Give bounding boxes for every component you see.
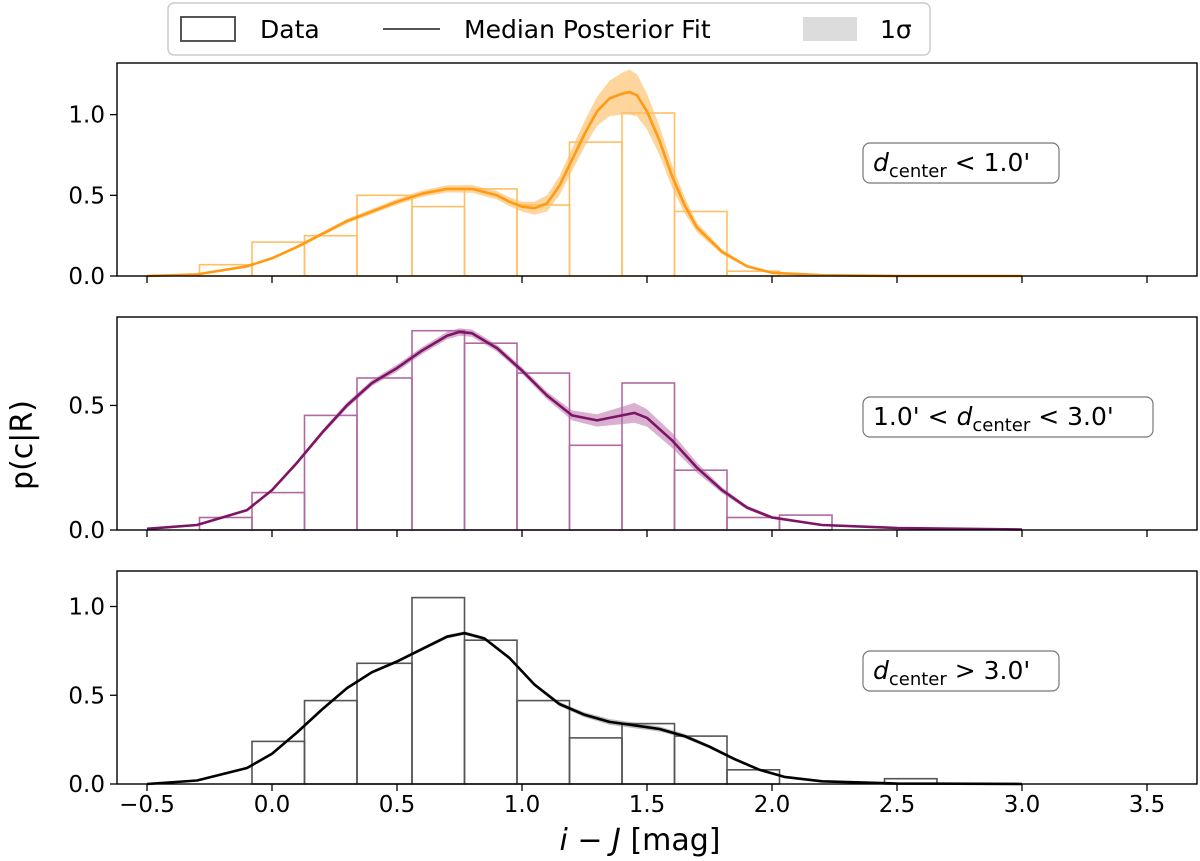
annot-rel: < 3.0' bbox=[1030, 402, 1113, 431]
annotation-text-inner: dcenter < 1.0' bbox=[873, 148, 1030, 182]
histogram-bin bbox=[463, 639, 518, 785]
x-title-i: i bbox=[559, 823, 568, 858]
legend-frame bbox=[167, 2, 931, 56]
annotation-box bbox=[862, 650, 1060, 692]
histogram-bin bbox=[673, 210, 728, 277]
legend-label-sigma: 1σ bbox=[880, 15, 912, 44]
legend-label-fit: Median Posterior Fit bbox=[464, 15, 711, 44]
annotation-box bbox=[862, 142, 1060, 184]
annotation-text-outer: dcenter > 3.0' bbox=[873, 656, 1030, 690]
x-tick-label: 3.5 bbox=[1129, 792, 1166, 818]
histogram-bin bbox=[516, 372, 571, 531]
annotation-middle: 1.0' < dcenter < 3.0' bbox=[862, 396, 1154, 438]
histogram-bin bbox=[411, 205, 466, 277]
annot-d: d bbox=[956, 402, 972, 431]
x-tick-label: 0.0 bbox=[254, 792, 291, 818]
y-tick-label: 0.0 bbox=[68, 772, 105, 798]
annotation-inner: dcenter < 1.0' bbox=[862, 142, 1060, 184]
y-axis-title: p(c|R) bbox=[5, 400, 40, 490]
histogram-bin bbox=[356, 662, 413, 785]
y-tick-label: 0.5 bbox=[68, 183, 105, 209]
panel-middle: 0.0 0.5 bbox=[68, 316, 1198, 544]
histogram-bin bbox=[198, 516, 253, 531]
panel-inner: 0.0 0.5 1.0 bbox=[68, 62, 1198, 290]
x-tick-label: −0.5 bbox=[119, 792, 175, 818]
legend-label-data: Data bbox=[260, 15, 320, 44]
annot-sub: center bbox=[889, 669, 948, 690]
axes-frame bbox=[116, 316, 1198, 531]
histogram-bin bbox=[673, 469, 728, 531]
histogram-bin bbox=[303, 699, 358, 785]
histogram-bin bbox=[568, 444, 623, 531]
y-tick-label: 0.0 bbox=[68, 518, 105, 544]
axes-frame bbox=[116, 62, 1198, 277]
annot-d: d bbox=[873, 148, 889, 177]
annot-rel: < 1.0' bbox=[947, 148, 1030, 177]
x-tick-label: 2.0 bbox=[754, 792, 791, 818]
histogram-bin bbox=[411, 596, 466, 785]
x-tick-label: 0.5 bbox=[379, 792, 416, 818]
annot-pre: 1.0' < bbox=[873, 402, 956, 431]
histogram-bin bbox=[411, 329, 466, 531]
legend-data-swatch bbox=[180, 16, 236, 42]
x-title-minus: − bbox=[568, 823, 612, 858]
legend: Data Median Posterior Fit 1σ bbox=[167, 2, 931, 56]
histogram-bin bbox=[568, 737, 623, 785]
legend-band-swatch bbox=[803, 17, 857, 41]
y-tick-label: 0.0 bbox=[68, 264, 105, 290]
histogram-bin bbox=[303, 414, 358, 531]
median-fit-line bbox=[146, 631, 1023, 786]
median-fit-line bbox=[146, 330, 1023, 531]
annot-sub: center bbox=[972, 415, 1031, 436]
annot-d: d bbox=[873, 656, 889, 685]
annot-rel: > 3.0' bbox=[947, 656, 1030, 685]
panel-outer: 0.0 0.5 1.0 bbox=[68, 570, 1198, 798]
x-tick-label: 1.5 bbox=[629, 792, 666, 818]
x-tick-labels: −0.5 0.0 0.5 1.0 1.5 2.0 2.5 3.0 3.5 bbox=[119, 792, 1165, 818]
annotation-text-middle: 1.0' < dcenter < 3.0' bbox=[873, 402, 1114, 436]
histogram-bin bbox=[356, 377, 413, 531]
histogram-bin bbox=[568, 141, 623, 277]
x-tick-label: 3.0 bbox=[1004, 792, 1041, 818]
y-tick-label: 1.0 bbox=[68, 103, 105, 129]
y-tick-label: 0.5 bbox=[68, 393, 105, 419]
y-tick-label: 1.0 bbox=[68, 595, 105, 621]
histogram-bin bbox=[726, 516, 781, 531]
median-fit-line bbox=[146, 90, 1022, 278]
histogram-bin bbox=[303, 234, 358, 277]
x-tick-label: 2.5 bbox=[879, 792, 916, 818]
histogram-bin bbox=[463, 342, 518, 531]
annotation-box bbox=[862, 396, 1154, 438]
x-title-unit: [mag] bbox=[621, 823, 721, 858]
annotation-outer: dcenter > 3.0' bbox=[862, 650, 1060, 692]
histogram-bin bbox=[516, 699, 571, 785]
histogram-bin bbox=[621, 112, 676, 277]
y-tick-label: 0.5 bbox=[68, 683, 105, 709]
x-axis-title: i − J [mag] bbox=[559, 823, 720, 858]
axes-frame bbox=[116, 570, 1198, 785]
x-tick-label: 1.0 bbox=[504, 792, 541, 818]
annot-sub: center bbox=[889, 161, 948, 182]
histogram-bin bbox=[516, 204, 571, 277]
